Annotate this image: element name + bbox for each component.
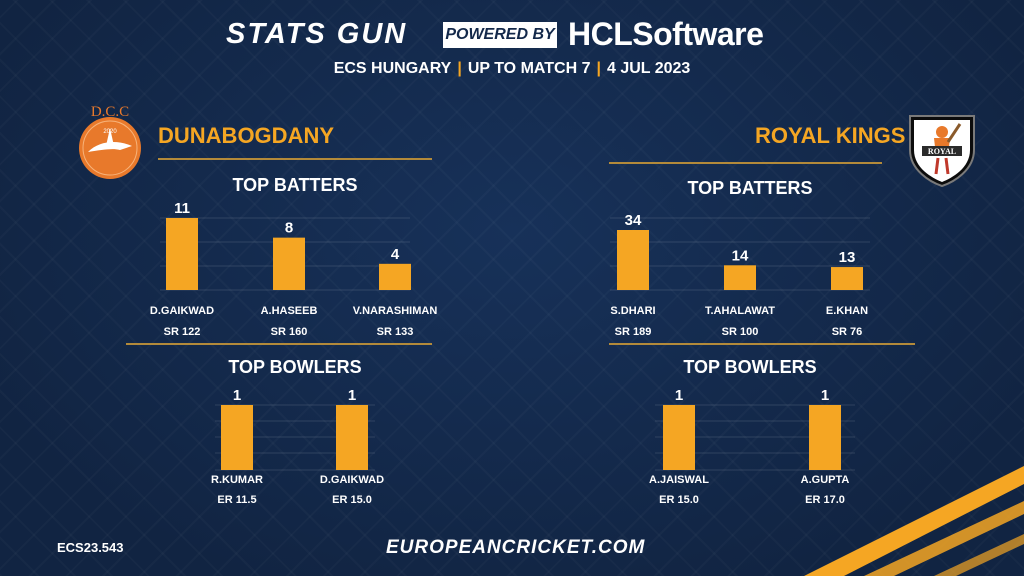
stat-label: ER 11.5 (217, 494, 256, 506)
chart-batters-left: 11 D.GAIKWAD SR 122 8 A.HASEEB SR 160 4 V.NARAS… (140, 200, 437, 345)
divider (126, 343, 432, 345)
category-label: T.AHALAWAT (705, 305, 775, 317)
category-label: D.GAIKWAD (150, 305, 214, 317)
divider (158, 158, 432, 160)
chart-bowlers-left: 1 R.KUMAR ER 11.5 1 D.GAIKWAD ER 15.0 (195, 385, 415, 506)
data-label: 13 (839, 249, 856, 266)
bar (663, 405, 695, 470)
category-label: V.NARASHIMAN (353, 305, 438, 317)
category-label: A.HASEEB (261, 305, 318, 317)
stats-gun-logo: STATS GUN (226, 18, 408, 50)
stat-label: SR 133 (377, 326, 414, 338)
divider (609, 162, 882, 164)
bar (379, 263, 411, 290)
category-label: A.GUPTA (801, 474, 850, 486)
footer-code: ECS23.543 (57, 540, 124, 555)
hcl-software-logo: HCLSoftware (568, 16, 764, 52)
stat-label: SR 160 (271, 326, 308, 338)
stat-label: SR 76 (832, 326, 863, 338)
data-label: 1 (675, 387, 683, 404)
svg-text:D.C.C: D.C.C (91, 104, 129, 120)
separator: | (457, 60, 462, 77)
chart-svg: 1 A.JAISWAL ER 15.0 1 A.GUPTA ER 17.0 (649, 387, 855, 506)
data-label: 11 (174, 200, 190, 217)
section-title-bowlers-right: TOP BOWLERS (683, 357, 817, 377)
decorative-swoosh (804, 466, 1024, 576)
data-label: 8 (285, 220, 293, 237)
separator: | (596, 60, 601, 77)
royal-kings-logo: ROYAL (904, 112, 980, 188)
data-label: 4 (391, 246, 400, 263)
category-label: A.JAISWAL (649, 474, 709, 486)
team-name-left: DUNABOGDANY (158, 123, 334, 148)
bar (336, 405, 368, 470)
divider (609, 343, 915, 345)
bar (617, 230, 649, 290)
category-label: E.KHAN (826, 305, 868, 317)
stat-label: SR 100 (722, 326, 759, 338)
bar (831, 267, 863, 290)
category-label: R.KUMAR (211, 474, 263, 486)
bar (273, 237, 305, 290)
bar (166, 218, 198, 290)
bar (724, 265, 756, 290)
header: STATS GUN POWERED BY HCLSoftware (0, 14, 1024, 54)
chart-batters-right: 34 S.DHARI SR 189 14 T.AHALAWAT SR 100 13 E.KHA… (590, 210, 890, 345)
date: 4 JUL 2023 (606, 60, 691, 77)
chart-bowlers-right: 1 A.JAISWAL ER 15.0 1 A.GUPTA ER 17.0 (635, 385, 875, 506)
powered-by-badge: POWERED BY (443, 22, 557, 48)
section-title-batters-left: TOP BATTERS (232, 175, 358, 195)
data-label: 34 (625, 212, 642, 229)
bar (809, 405, 841, 470)
data-label: 1 (821, 387, 829, 404)
match-range: UP TO MATCH 7 (467, 60, 591, 77)
team-name-right: ROYAL KINGS (755, 123, 906, 148)
chart-svg: 34 S.DHARI SR 189 14 T.AHALAWAT SR 100 13 E.KHA… (610, 212, 870, 338)
stat-label: ER 15.0 (332, 494, 372, 506)
competition: ECS HUNGARY (333, 60, 452, 77)
stat-label: SR 122 (164, 326, 201, 338)
data-label: 1 (233, 387, 241, 404)
category-label: S.DHARI (610, 305, 655, 317)
chart-svg: 11 D.GAIKWAD SR 122 8 A.HASEEB SR 160 4 V.NARAS… (150, 200, 437, 338)
footer-site[interactable]: EUROPEANCRICKET.COM (386, 537, 646, 558)
section-title-batters-right: TOP BATTERS (687, 178, 813, 198)
data-label: 1 (348, 387, 356, 404)
svg-text:2020: 2020 (103, 129, 117, 135)
section-title-bowlers-left: TOP BOWLERS (228, 357, 362, 377)
stat-label: SR 189 (615, 326, 652, 338)
stat-label: ER 15.0 (659, 494, 699, 506)
data-label: 14 (732, 247, 749, 264)
dunabogdany-logo: D.C.C 2020 (74, 100, 146, 180)
svg-text:ROYAL: ROYAL (928, 147, 956, 156)
stat-label: ER 17.0 (805, 494, 845, 506)
bar (221, 405, 253, 470)
subtitle: ECS HUNGARY | UP TO MATCH 7 | 4 JUL 2023 (0, 60, 1024, 78)
category-label: D.GAIKWAD (320, 474, 384, 486)
chart-svg: 1 R.KUMAR ER 11.5 1 D.GAIKWAD ER 15.0 (211, 387, 384, 506)
